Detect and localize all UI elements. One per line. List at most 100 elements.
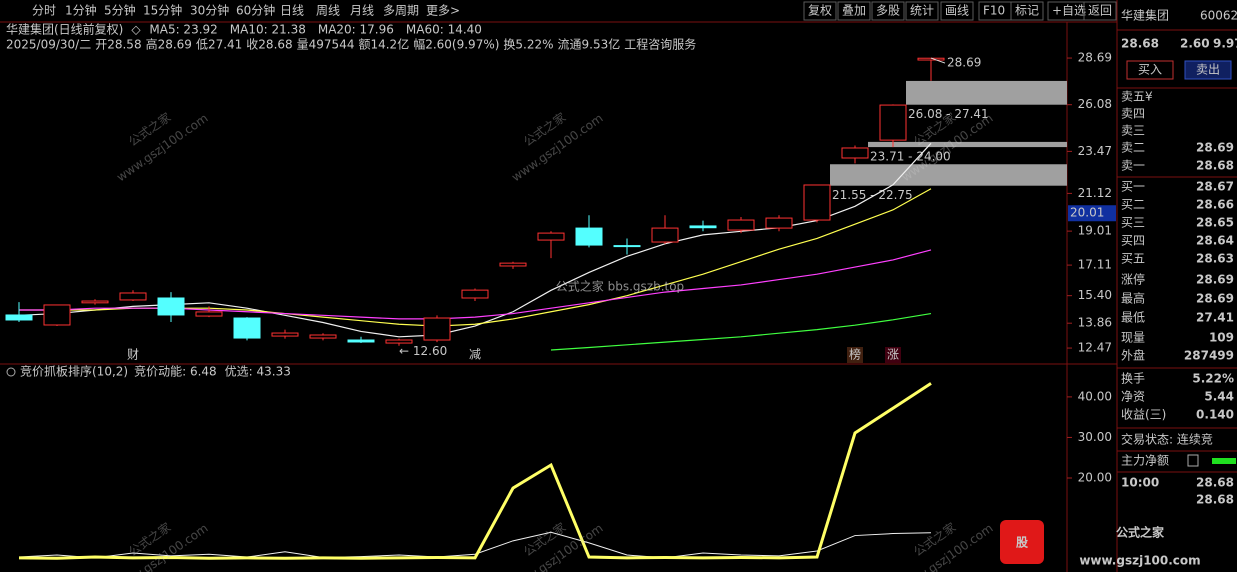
toolbar-tab[interactable]: 分时 [32, 4, 56, 18]
quote-row-value: 28.67 [1196, 180, 1234, 194]
trade-status: 交易状态: 连续竞 [1121, 432, 1213, 447]
toolbar-button[interactable]: 返回 [1088, 4, 1112, 18]
main-flow-bar [1212, 458, 1236, 464]
quote-info: 低27.41 [196, 38, 242, 52]
quote-row-label: 最高 [1121, 291, 1145, 306]
toolbar-tab[interactable]: 日线 [280, 4, 304, 18]
quote-info: 2025/09/30/二 [6, 38, 91, 52]
tick-price: 28.68 [1196, 476, 1234, 490]
tick-time: 10:00 [1121, 476, 1159, 490]
quote-row-value: 287499 [1184, 349, 1234, 363]
toolbar-tab[interactable]: 1分钟 [65, 3, 97, 18]
y-tick-label: 15.40 [1078, 288, 1112, 302]
annotation: ← 12.60 [399, 344, 447, 358]
quote-row-label: 卖五¥ [1121, 90, 1153, 104]
quote-row-label: 卖三 [1121, 124, 1145, 138]
legend-entry: MA60: 14.40 [406, 23, 482, 37]
toolbar-tab[interactable]: 多周期 [383, 4, 419, 18]
quote-row-label: 卖二 [1121, 141, 1145, 155]
toolbar-button[interactable]: F10 [983, 4, 1005, 18]
toolbar-button[interactable]: +自选 [1052, 4, 1086, 18]
toolbar-button-frame [905, 1, 939, 21]
toolbar-button[interactable]: 多股 [876, 4, 900, 18]
event-marker: 减 [469, 348, 481, 362]
candle-body [5, 314, 33, 321]
candle-body [803, 184, 831, 221]
event-marker: 财 [127, 348, 139, 362]
y-tick-label: 21.12 [1078, 186, 1112, 200]
candle-body [613, 245, 641, 248]
quote-row-value: 27.41 [1196, 311, 1234, 325]
candle-body [195, 311, 223, 317]
quote-row-label: 卖一 [1121, 159, 1145, 173]
toolbar-button-frame [803, 1, 837, 21]
candle-body [765, 217, 793, 229]
legend-entry: MA20: 17.96 [318, 23, 394, 37]
toolbar-button[interactable]: 叠加 [842, 4, 866, 18]
toolbar-button[interactable]: 统计 [910, 4, 934, 18]
toolbar-button[interactable]: 画线 [945, 4, 969, 18]
price-change-pct: 9.97% [1213, 37, 1237, 51]
buy-button-frame [1126, 60, 1174, 80]
toolbar-tab[interactable]: 更多> [426, 4, 460, 18]
y-tick-label: 26.08 [1078, 97, 1112, 111]
cursor-label: 20.01 [1070, 206, 1104, 220]
quote-info: 开28.58 [95, 38, 141, 52]
y-tick-label: 13.86 [1078, 316, 1112, 330]
stock-code: 600629 [1200, 9, 1237, 23]
sell-button[interactable]: 卖出 [1196, 63, 1220, 77]
toolbar-button[interactable]: 标记 [1015, 4, 1039, 18]
quote-row-value: 28.69 [1196, 141, 1234, 155]
y-tick-label: 17.11 [1078, 258, 1112, 272]
candle-body [575, 227, 603, 246]
chart-title: 华建集团(日线前复权) [6, 22, 123, 37]
legend-entry: 优选: 43.33 [225, 365, 291, 379]
quote-row-label: 现量 [1121, 331, 1145, 345]
quote-row-value: 28.69 [1196, 292, 1234, 306]
candle-body [841, 147, 869, 159]
quote-row-label: 涨停 [1121, 272, 1145, 287]
main-flow-label: 主力净额 [1121, 454, 1169, 468]
toolbar-tab[interactable]: 30分钟 [190, 3, 229, 18]
candle-body [233, 317, 261, 339]
quote-info: 收28.68 [246, 38, 292, 52]
candle-body [347, 339, 375, 343]
y-tick-label: 23.47 [1078, 144, 1112, 158]
quote-row-label: 买一 [1121, 180, 1145, 194]
toolbar-tab[interactable]: 60分钟 [236, 3, 275, 18]
watermark-main: 公式之家 bbs.gszb.top [556, 279, 684, 294]
quote-row-label: 买二 [1121, 198, 1145, 212]
logo-site: www.gszj100.com [1079, 554, 1200, 568]
price-change: 2.60 [1180, 37, 1210, 51]
quote-row-label: 外盘 [1121, 348, 1145, 363]
quote-info: 高28.69 [146, 37, 192, 52]
toolbar-button[interactable]: 复权 [808, 4, 832, 18]
candle-body [499, 262, 527, 267]
last-price: 28.68 [1121, 37, 1159, 51]
candle-body [385, 339, 413, 344]
stock-name: 华建集团 [1121, 8, 1169, 23]
y-tick-label: 40.00 [1078, 389, 1112, 403]
indicator-icon [6, 367, 16, 377]
toolbar-tab[interactable]: 月线 [350, 4, 374, 18]
logo-name: 公式之家 [1116, 525, 1165, 540]
tick-price: 28.68 [1196, 493, 1234, 507]
gap-zone [868, 141, 1067, 148]
y-tick-label: 20.00 [1078, 470, 1112, 484]
candle-body [157, 297, 185, 316]
logo-box [1000, 520, 1044, 564]
quote-row-label: 换手 [1121, 372, 1145, 386]
quote-row-value: 28.69 [1196, 273, 1234, 287]
candle-body [43, 304, 71, 326]
candle-body [537, 232, 565, 241]
toolbar-tab[interactable]: 5分钟 [104, 3, 136, 18]
toolbar-tab[interactable]: 周线 [316, 4, 340, 18]
y-tick-label: 30.00 [1078, 430, 1112, 444]
quote-row-value: 28.68 [1196, 159, 1234, 173]
gap-zone [830, 164, 1067, 186]
gap-zone-label: 23.71 - 24.00 [870, 150, 951, 164]
toolbar-tab[interactable]: 15分钟 [143, 3, 182, 18]
buy-button[interactable]: 买入 [1138, 63, 1162, 77]
candle-body [309, 334, 337, 339]
